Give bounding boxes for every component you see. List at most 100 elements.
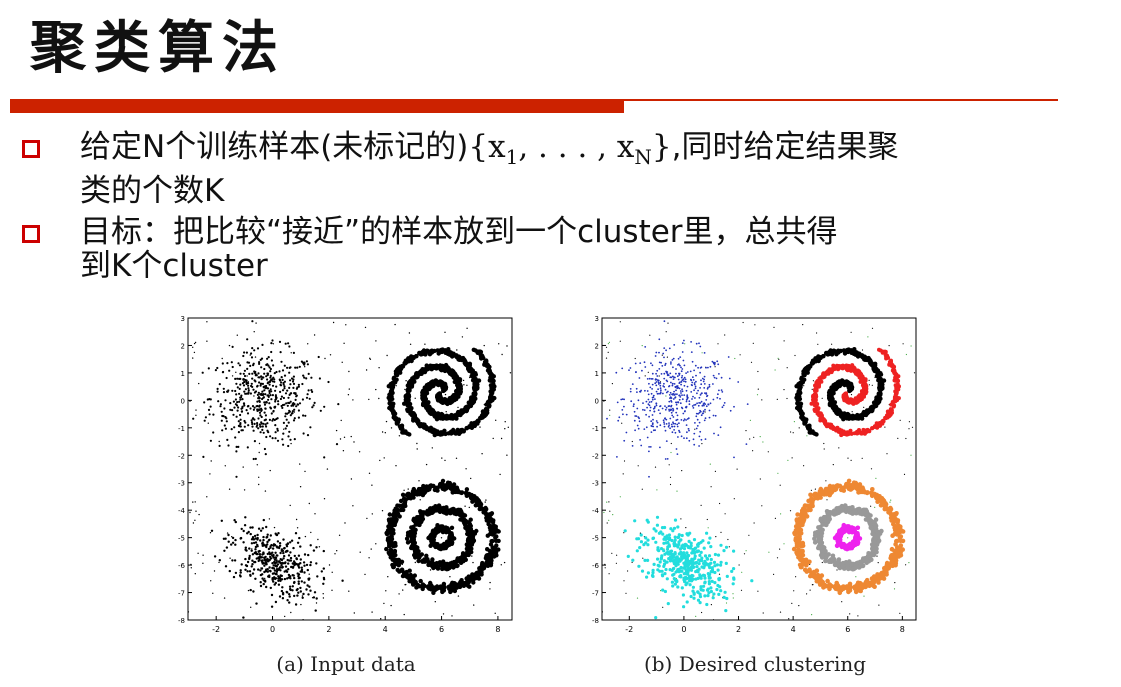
cluster-point-blue <box>696 392 698 394</box>
data-point <box>298 563 300 565</box>
data-point <box>251 378 253 380</box>
noise-point <box>446 411 447 412</box>
noise-point <box>869 380 870 381</box>
noise-point <box>466 385 467 386</box>
data-point <box>217 388 219 390</box>
data-point <box>284 375 286 377</box>
data-point <box>288 422 290 424</box>
y-tick-label: 1 <box>181 370 185 378</box>
data-point <box>244 370 246 372</box>
cluster-point-blue <box>670 361 672 363</box>
data-point <box>252 572 254 574</box>
cluster-point-blue <box>705 417 707 419</box>
cluster-point-blue <box>688 428 690 430</box>
cluster-point-blue <box>664 320 666 322</box>
data-point <box>404 399 408 403</box>
cluster-point-blue <box>659 413 661 415</box>
data-point <box>260 385 262 387</box>
cluster-point-blue <box>700 379 702 381</box>
noise-point <box>720 532 721 533</box>
cluster-point-blue <box>707 395 709 397</box>
cluster-point-blue <box>695 415 697 417</box>
data-point <box>239 364 241 366</box>
noise-point <box>715 366 716 367</box>
data-point <box>442 366 446 370</box>
cluster-point-blue <box>710 366 712 368</box>
noise-point <box>719 574 720 575</box>
data-point <box>273 572 275 574</box>
data-point <box>275 582 277 584</box>
cluster-point-blue <box>723 405 725 407</box>
noise-point <box>737 469 738 470</box>
noise-point <box>780 513 781 514</box>
data-point <box>249 570 251 572</box>
data-point <box>281 578 283 580</box>
cluster-point-blue <box>673 391 675 393</box>
data-point <box>259 401 261 403</box>
cluster-point-cyan <box>666 534 669 537</box>
cluster-point-blue <box>693 407 695 409</box>
noise-point <box>489 582 490 583</box>
cluster-point-blue <box>651 388 653 390</box>
data-point <box>282 444 284 446</box>
data-point <box>428 366 432 370</box>
data-point <box>257 385 259 387</box>
data-point <box>420 560 424 564</box>
data-point <box>407 432 411 436</box>
data-point <box>290 559 292 561</box>
data-point <box>401 493 405 497</box>
data-point <box>261 573 263 575</box>
data-point <box>285 413 287 415</box>
data-point <box>253 349 255 351</box>
data-point <box>278 567 280 569</box>
x-tick-label: 0 <box>270 625 275 634</box>
data-point <box>309 564 311 566</box>
cluster-point-blue <box>651 401 653 403</box>
data-point <box>261 416 263 418</box>
noise-point <box>384 457 385 458</box>
set-close: } <box>652 129 672 165</box>
cluster-point-blue <box>659 424 661 426</box>
noise-point <box>214 570 215 571</box>
noise-point <box>332 572 333 573</box>
data-point <box>272 547 274 549</box>
data-point <box>263 571 265 573</box>
noise-point <box>620 321 621 322</box>
data-point <box>396 511 400 515</box>
cluster-point-blue <box>717 363 719 365</box>
noise-point <box>195 409 196 410</box>
cluster-point-blue <box>690 380 692 382</box>
data-point <box>281 407 283 409</box>
data-point <box>414 375 418 379</box>
noise-point <box>741 590 742 591</box>
data-point <box>230 543 232 545</box>
data-point <box>294 393 296 395</box>
data-point <box>303 561 305 563</box>
cluster-point-blue <box>701 405 703 407</box>
data-point <box>405 574 409 578</box>
data-point <box>482 410 486 414</box>
noise-point <box>811 614 812 615</box>
data-point <box>270 342 272 344</box>
noise-point <box>192 501 193 502</box>
data-point <box>286 599 288 601</box>
data-point <box>294 438 296 440</box>
cluster-point-cyan <box>676 562 679 565</box>
cluster-point-cyan <box>708 554 711 557</box>
cluster-point-cyan <box>651 571 654 574</box>
data-point <box>306 397 308 399</box>
data-point <box>246 409 248 411</box>
data-point <box>286 367 288 369</box>
noise-point <box>402 589 403 590</box>
data-point <box>265 563 267 565</box>
cluster-point-blue <box>663 423 665 425</box>
cluster-point-blue <box>693 433 695 435</box>
noise-point <box>685 527 686 528</box>
cluster-point-blue <box>675 386 677 388</box>
data-point <box>424 425 428 429</box>
noise-point <box>702 352 703 353</box>
data-point <box>223 391 225 393</box>
noise-point <box>777 399 778 400</box>
data-point <box>241 563 243 565</box>
cluster-point-cyan <box>640 533 643 536</box>
